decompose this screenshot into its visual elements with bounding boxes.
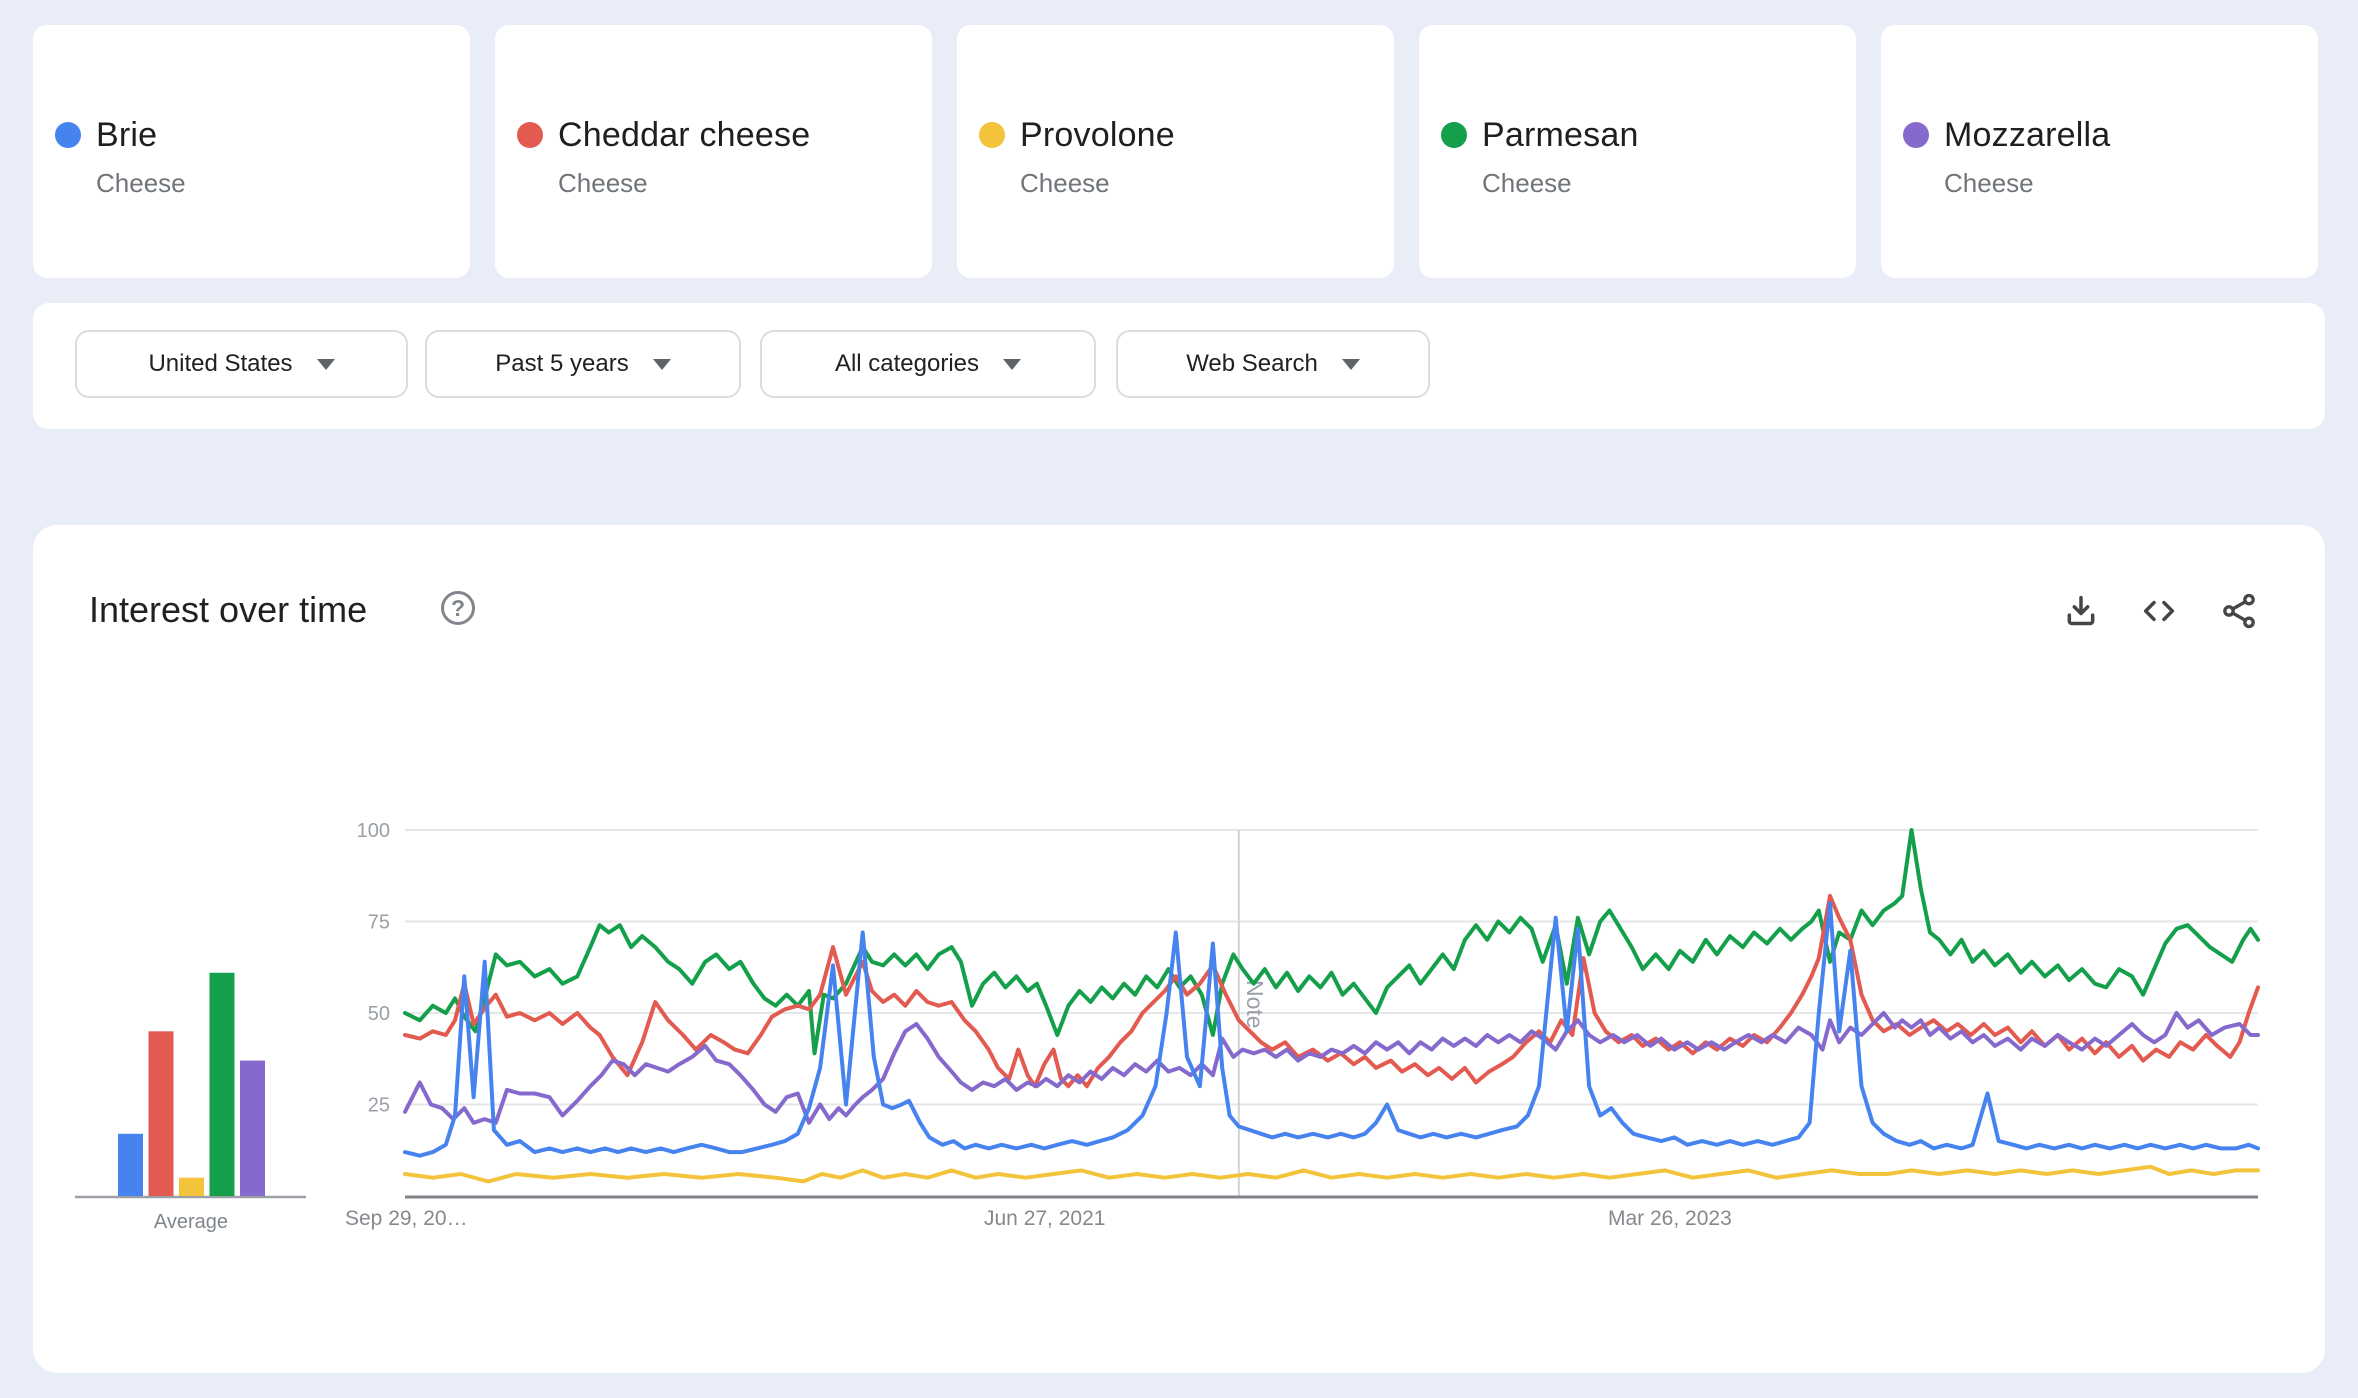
chart-plot-area[interactable] — [405, 830, 2258, 1196]
term-topic: Cheese — [96, 168, 186, 198]
series-line — [403, 901, 2260, 1158]
share-icon[interactable] — [2219, 591, 2259, 631]
series-color-dot — [517, 122, 543, 148]
term-name: Provolone — [1020, 116, 1175, 154]
term-topic: Cheese — [558, 168, 648, 198]
term-name: Mozzarella — [1944, 116, 2111, 154]
embed-icon[interactable] — [2139, 591, 2179, 631]
term-topic: Cheese — [1482, 168, 1572, 198]
term-topic: Cheese — [1944, 168, 2034, 198]
x-axis-label: Jun 27, 2021 — [984, 1207, 1105, 1230]
search-type-dropdown-label: Web Search — [1186, 350, 1318, 377]
series-line — [403, 828, 2260, 1056]
y-tick-label: 25 — [368, 1095, 390, 1117]
series-line — [403, 893, 2260, 1089]
y-tick-label: 100 — [357, 820, 390, 842]
region-dropdown-label: United States — [148, 350, 293, 377]
term-card[interactable]: Mozzarella Cheese — [1881, 25, 2318, 278]
download-icon[interactable] — [2061, 591, 2101, 631]
average-bar — [118, 1133, 143, 1196]
y-tick-label: 75 — [368, 912, 390, 934]
time-range-dropdown-label: Past 5 years — [495, 350, 629, 377]
chevron-down-icon — [1341, 358, 1360, 370]
term-name: Cheddar cheese — [558, 116, 811, 154]
term-card[interactable]: Cheddar cheese Cheese — [495, 25, 932, 278]
category-dropdown[interactable]: All categories — [760, 330, 1096, 398]
average-bar — [148, 1031, 174, 1196]
term-topic: Cheese — [1020, 168, 1110, 198]
filters-bar: United States Past 5 years All categorie… — [33, 303, 2325, 429]
chevron-down-icon — [1003, 358, 1022, 370]
note-label: Note — [1242, 980, 1268, 1029]
term-card[interactable]: Parmesan Cheese — [1419, 25, 1856, 278]
region-dropdown[interactable]: United States — [75, 330, 408, 398]
term-name: Brie — [96, 116, 158, 154]
term-card[interactable]: Brie Cheese — [33, 25, 470, 278]
chevron-down-icon — [652, 358, 671, 370]
page-title: Interest over time — [89, 589, 368, 630]
category-dropdown-label: All categories — [834, 350, 980, 377]
series-color-dot — [1903, 122, 1929, 148]
average-bar — [240, 1060, 265, 1196]
x-axis-label: Mar 26, 2023 — [1608, 1207, 1732, 1230]
x-axis-label: Sep 29, 20… — [345, 1207, 468, 1230]
term-card[interactable]: Provolone Cheese — [957, 25, 1394, 278]
series-line — [403, 1011, 2260, 1125]
help-icon[interactable]: ? — [441, 591, 475, 625]
average-label: Average — [154, 1211, 228, 1233]
series-color-dot — [55, 122, 81, 148]
average-bar — [179, 1177, 204, 1196]
term-name: Parmesan — [1482, 116, 1639, 154]
interest-over-time-chart: 100 75 50 25 Note Average Sep 29, 20… Jun 27, 2… — [75, 820, 2260, 1233]
average-bar — [209, 972, 235, 1196]
chevron-down-icon — [316, 358, 335, 370]
series-line — [403, 1164, 2260, 1184]
series-color-dot — [1441, 122, 1467, 148]
y-tick-label: 50 — [368, 1003, 390, 1025]
time-range-dropdown[interactable]: Past 5 years — [425, 330, 741, 398]
interest-over-time-panel: 100 75 50 25 Note Average Sep 29, 20… Jun 27, 2… — [33, 525, 2325, 1373]
search-type-dropdown[interactable]: Web Search — [1116, 330, 1430, 398]
series-color-dot — [979, 122, 1005, 148]
